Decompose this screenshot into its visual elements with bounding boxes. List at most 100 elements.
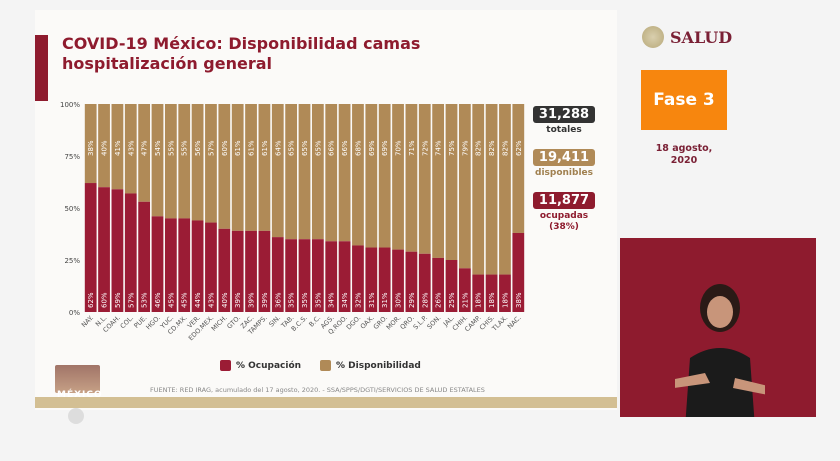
bar-availability [352, 104, 364, 246]
bar-availability [298, 104, 311, 240]
x-tick-label: SON. [425, 314, 442, 331]
bar-availability [218, 104, 231, 229]
bar-label-occupation: 59% [114, 292, 122, 308]
stat-total-value: 31,288 [533, 106, 595, 123]
bar-label-availability: 54% [154, 140, 162, 156]
bar-label-availability: 69% [381, 140, 389, 156]
bar-label-occupation: 18% [488, 292, 496, 308]
bar-availability [458, 104, 471, 269]
bar-label-occupation: 43% [207, 292, 215, 308]
stat-occupied-value: 11,877 [533, 192, 595, 209]
x-tick-label: COL. [119, 314, 136, 331]
bar-availability [512, 104, 525, 233]
bar-label-availability: 65% [314, 140, 322, 156]
bar-occupation [271, 237, 284, 312]
eagle-seal-icon [642, 26, 664, 48]
bar-occupation [151, 216, 164, 312]
bar-label-availability: 61% [234, 140, 242, 156]
legend-availability: % Disponibilidad [320, 360, 421, 371]
bar-occupation [392, 249, 404, 312]
bar-label-occupation: 28% [421, 292, 429, 308]
bar-label-availability: 43% [127, 140, 135, 156]
bar-label-occupation: 26% [435, 292, 443, 308]
bar-availability [84, 104, 97, 184]
bar-label-occupation: 35% [288, 292, 296, 308]
bar-label-occupation: 39% [261, 292, 269, 308]
bar-label-occupation: 39% [248, 292, 256, 308]
bar-label-occupation: 40% [221, 292, 229, 308]
stat-total: 31,288 totales [533, 106, 595, 136]
bar-occupation [405, 251, 418, 312]
bar-label-availability: 74% [435, 140, 443, 156]
bar-availability [338, 104, 351, 242]
bar-occupation [499, 274, 511, 312]
bar-label-availability: 69% [368, 140, 376, 156]
x-tick-label: NAY. [80, 314, 95, 329]
bar-label-occupation: 31% [381, 292, 389, 308]
bar-label-availability: 40% [101, 140, 109, 156]
bar-occupation [138, 201, 151, 312]
interpreter-figure [675, 284, 765, 417]
bar-label-occupation: 34% [341, 292, 349, 308]
bar-label-occupation: 45% [167, 292, 175, 308]
bar-label-availability: 65% [288, 140, 296, 156]
bar-availability [378, 104, 391, 248]
legend-swatch-occupation [220, 360, 231, 371]
bar-availability [178, 104, 191, 219]
bar-availability [472, 104, 485, 275]
bar-label-availability: 56% [194, 140, 202, 156]
legend-occupation: % Ocupación [220, 360, 301, 371]
stat-available-value: 19,411 [533, 149, 595, 166]
bar-occupation [178, 218, 191, 312]
bar-label-occupation: 45% [181, 292, 189, 308]
mexico-logo-text: MÉXICO [57, 390, 103, 400]
bar-availability [271, 104, 284, 238]
bar-availability [485, 104, 498, 275]
bar-label-occupation: 18% [475, 292, 483, 308]
bar-label-availability: 61% [261, 140, 269, 156]
bar-availability [258, 104, 271, 231]
bar-occupation [231, 230, 244, 312]
bar-occupation [472, 274, 485, 312]
x-tick-label: SIN. [267, 314, 282, 329]
bar-occupation [458, 268, 471, 312]
bar-availability [311, 104, 324, 240]
title-accent-bar [35, 35, 48, 101]
bar-availability [138, 104, 151, 202]
bar-label-availability: 38% [87, 140, 95, 156]
bar-occupation [418, 253, 431, 312]
bar-label-availability: 82% [488, 140, 496, 156]
bar-label-occupation: 38% [515, 292, 523, 308]
bar-label-occupation: 35% [301, 292, 309, 308]
bar-occupation [98, 187, 110, 312]
bar-label-availability: 71% [408, 140, 416, 156]
bar-label-occupation: 57% [127, 292, 135, 308]
x-tick-label: NAC. [506, 314, 523, 331]
bar-availability [164, 104, 177, 219]
bar-label-occupation: 30% [395, 292, 403, 308]
bar-availability [499, 104, 511, 275]
bar-label-occupation: 36% [274, 292, 282, 308]
seal-icon [68, 408, 84, 424]
bar-label-occupation: 60% [101, 292, 109, 308]
bar-label-availability: 70% [395, 140, 403, 156]
x-tick-label: GTO. [225, 314, 242, 331]
bar-label-availability: 41% [114, 140, 122, 156]
x-tick-label: HGO. [144, 314, 162, 332]
bar-label-occupation: 46% [154, 292, 162, 308]
bar-availability [418, 104, 431, 254]
bar-availability [151, 104, 164, 217]
bar-occupation [325, 241, 338, 312]
bar-availability [231, 104, 244, 231]
bar-occupation [338, 241, 351, 312]
stat-total-label: totales [546, 125, 582, 135]
chart-title: COVID-19 México: Disponibilidad camas ho… [62, 34, 421, 73]
bar-availability [325, 104, 338, 242]
bar-availability [405, 104, 418, 252]
bar-occupation [164, 218, 177, 312]
bar-availability [432, 104, 445, 258]
legend-label-occupation: % Ocupación [236, 360, 302, 371]
sign-language-interpreter-video [620, 238, 816, 417]
bar-occupation [378, 247, 391, 312]
